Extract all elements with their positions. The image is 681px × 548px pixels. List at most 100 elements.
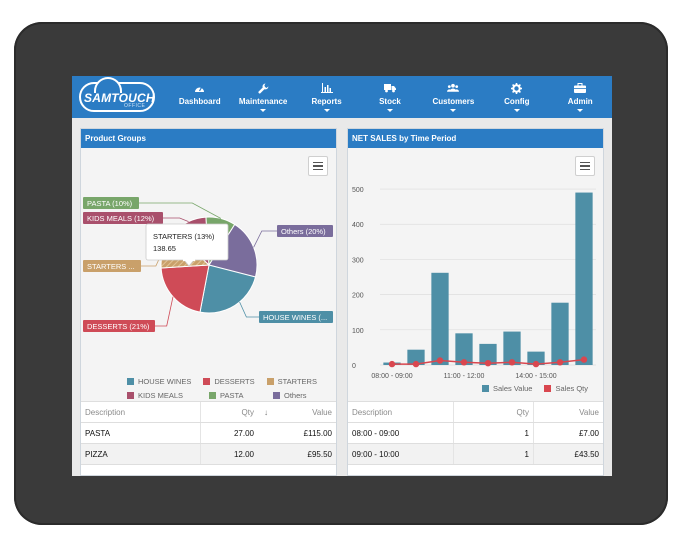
legend-swatch <box>209 392 216 399</box>
chevron-down-icon <box>386 108 393 112</box>
line-point[interactable] <box>508 359 516 366</box>
pie-connector <box>163 217 189 222</box>
brand-sub: OFFICE <box>124 103 146 109</box>
legend-label: HOUSE WINES <box>138 377 192 386</box>
pie-connector <box>253 230 277 248</box>
x-tick-label: 08:00 - 09:00 <box>371 373 412 380</box>
pie-data-label: STARTERS ... <box>87 262 135 271</box>
legend-swatch <box>127 378 134 385</box>
tooltip-label: STARTERS (13%) <box>153 232 215 241</box>
chart-menu-button[interactable] <box>575 156 595 176</box>
row-qty: 1 <box>453 423 533 443</box>
pie-data-label: DESSERTS (21%) <box>87 322 150 331</box>
nav-admin-label: Admin <box>567 96 593 106</box>
row-value: £95.50 <box>307 449 332 459</box>
bar[interactable] <box>455 333 473 365</box>
bar[interactable] <box>479 343 497 365</box>
pie-slice-others[interactable] <box>208 223 258 278</box>
pie-data-label: PASTA (10%) <box>87 199 133 208</box>
legend-item[interactable]: HOUSE WINES <box>127 377 191 386</box>
legend-item[interactable]: Others <box>273 391 307 400</box>
table-row[interactable]: PIZZA 12.00 £95.50 <box>81 443 336 464</box>
y-tick-label: 500 <box>352 187 364 194</box>
legend-label: DESSERTS <box>214 377 255 386</box>
nav-customers-label: Customers <box>432 96 475 106</box>
nav-config[interactable]: Config <box>485 76 548 118</box>
pie-label-box <box>83 197 139 209</box>
nav-customers[interactable]: Customers <box>422 76 485 118</box>
table-row[interactable]: PASTA 27.00 £115.00 <box>81 422 336 443</box>
bar[interactable] <box>431 272 449 365</box>
legend-swatch <box>273 392 280 399</box>
bar[interactable] <box>503 331 521 365</box>
row-value: £7.00 <box>533 423 603 443</box>
line-point[interactable] <box>580 356 588 363</box>
cloud-logo-bump <box>94 77 122 93</box>
table-row[interactable] <box>81 464 336 476</box>
panel-title: Product Groups <box>81 129 336 148</box>
legend-swatch <box>544 385 552 392</box>
row-description: 09:00 - 10:00 <box>352 449 400 459</box>
bar-chart: 0 100 200 300 400 500 08:00 - 09:00 11:00 - 12… <box>352 187 596 380</box>
chart-menu-button[interactable] <box>308 156 328 176</box>
line-point[interactable] <box>532 360 540 368</box>
legend-item[interactable]: KIDS MEALS <box>127 391 197 400</box>
header-description[interactable]: Description <box>85 407 126 417</box>
nav-admin[interactable]: Admin <box>549 76 612 118</box>
bar[interactable] <box>407 349 425 365</box>
y-tick-label: 200 <box>352 293 364 300</box>
bar[interactable] <box>551 302 569 365</box>
truck-icon <box>383 83 396 94</box>
pie-legend-row-2: KIDS MEALS PASTA Others <box>127 391 307 400</box>
table-row[interactable]: 09:00 - 10:00 1 £43.50 <box>348 443 603 464</box>
table-header-row: Description Qty ↓ Value <box>81 401 336 422</box>
samtouch-logo[interactable]: SAMTOUCH OFFICE <box>72 76 162 118</box>
nav-stock-label: Stock <box>379 96 401 106</box>
header-value[interactable]: Value <box>533 402 603 422</box>
pie-data-label: HOUSE WINES (... <box>263 313 327 322</box>
line-point[interactable] <box>412 360 420 368</box>
sort-arrow-icon[interactable]: ↓ <box>264 407 268 417</box>
bar[interactable] <box>575 192 593 365</box>
pie-label-box <box>259 311 333 323</box>
hamburger-icon <box>580 168 590 171</box>
pie-slice-desserts[interactable] <box>160 264 210 313</box>
nav-reports[interactable]: Reports <box>295 76 358 118</box>
legend-item[interactable]: STARTERS <box>266 377 317 386</box>
line-point[interactable] <box>556 359 564 366</box>
table-row[interactable]: 08:00 - 09:00 1 £7.00 <box>348 422 603 443</box>
nav-maintenance[interactable]: Maintenance <box>231 76 294 118</box>
nav-stock[interactable]: Stock <box>358 76 421 118</box>
line-point[interactable] <box>460 359 468 366</box>
bar[interactable] <box>527 351 545 365</box>
pie-connector <box>155 296 174 327</box>
header-qty[interactable]: Qty <box>200 402 258 422</box>
line-point[interactable] <box>388 360 396 368</box>
row-qty: 27.00 <box>200 423 258 443</box>
gear-icon <box>511 82 523 94</box>
legend-item[interactable]: DESSERTS <box>203 377 255 386</box>
line-point[interactable] <box>436 357 444 364</box>
line-point[interactable] <box>484 360 492 367</box>
top-nav: SAMTOUCH OFFICE Dashboard Maintenance Re… <box>72 76 612 118</box>
pie-data-label: Others (20%) <box>281 227 326 236</box>
header-description[interactable]: Description <box>352 407 393 417</box>
pie-label-box <box>83 212 163 224</box>
legend-item[interactable]: PASTA <box>209 391 261 400</box>
y-tick-label: 300 <box>352 257 364 264</box>
hamburger-icon <box>313 168 323 171</box>
chevron-down-icon <box>577 108 584 112</box>
hamburger-icon <box>313 161 323 164</box>
users-icon <box>447 83 460 94</box>
table-row[interactable] <box>348 464 603 476</box>
legend-item[interactable]: Sales Value <box>482 384 532 393</box>
legend-label: STARTERS <box>277 377 317 386</box>
header-value[interactable]: Value <box>312 407 332 417</box>
legend-item[interactable]: Sales Qty <box>544 384 588 393</box>
header-qty[interactable]: Qty <box>453 402 533 422</box>
y-tick-label: 0 <box>352 363 356 370</box>
chevron-down-icon <box>513 108 520 112</box>
briefcase-icon <box>574 83 587 94</box>
nav-dashboard[interactable]: Dashboard <box>168 76 231 118</box>
legend-label: PASTA <box>220 391 244 400</box>
